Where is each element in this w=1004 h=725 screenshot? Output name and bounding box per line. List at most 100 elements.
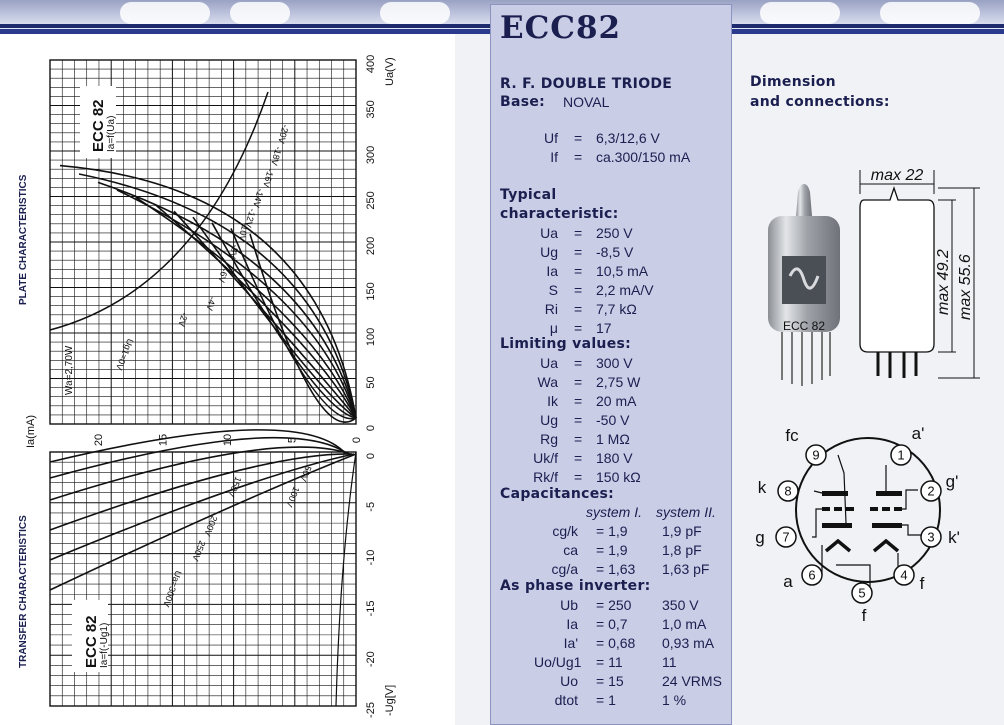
- pin-label: g': [946, 472, 959, 491]
- pin-circle: [801, 564, 823, 586]
- pin-number: 1: [897, 448, 904, 463]
- tube-illustration: ECC 82: [768, 184, 840, 386]
- plate-x-tick: 100: [365, 328, 377, 346]
- spec-value: 6,3/12,6 V: [596, 130, 660, 146]
- pin-number: 4: [900, 568, 907, 583]
- spec-value: 2,75 W: [596, 374, 641, 390]
- pin-label: f: [920, 574, 925, 593]
- pin-number: 6: [808, 568, 815, 583]
- plate-curve-label: -12V: [243, 207, 258, 228]
- pin-number: 3: [927, 530, 934, 545]
- spec-symbol: cg/k: [552, 523, 578, 539]
- pin-circle: [920, 526, 942, 548]
- spec-value: 2,2 mA/V: [596, 282, 654, 298]
- plate-curve-label: -16V: [261, 167, 276, 188]
- plate-curve-label: -14V: [251, 187, 266, 208]
- spec-value-system1: = 1,63: [596, 561, 636, 577]
- spec-symbol: μ: [549, 320, 558, 336]
- pin-circle: [893, 564, 915, 586]
- cloud-decoration: [120, 2, 210, 24]
- spec-value: 150 kΩ: [596, 469, 641, 485]
- pin-circle: [920, 480, 942, 502]
- spec-equals: =: [574, 301, 583, 317]
- spec-symbol: S: [548, 282, 558, 298]
- spec-symbol: Ia': [563, 635, 578, 651]
- spec-equals: =: [574, 263, 583, 279]
- plate-curve: [135, 196, 357, 419]
- spec-symbol: Ug: [540, 244, 558, 260]
- plate-curve: [211, 222, 357, 419]
- transfer-x-tick: -25: [365, 702, 377, 718]
- plate-y-tick: 20: [93, 434, 105, 446]
- transfer-label-box: [72, 600, 108, 672]
- pin-label: a': [912, 425, 925, 443]
- spec-symbol: Wa: [537, 374, 558, 390]
- tube-title: ECC82: [500, 10, 622, 46]
- cloud-decoration: [760, 2, 840, 24]
- spec-symbol: Ia: [566, 616, 578, 632]
- plate-curve-label: -20V: [276, 123, 291, 144]
- transfer-x-tick: -15: [365, 600, 377, 616]
- pin-label: k: [758, 478, 767, 497]
- plate-y-tick: 5: [287, 437, 299, 443]
- spec-value: 7,7 kΩ: [596, 301, 637, 317]
- spec-value-system2: 1,8 pF: [662, 542, 702, 558]
- connections-heading: and connections:: [750, 94, 890, 110]
- spec-equals: =: [574, 431, 583, 447]
- typical-heading: Typical characteristic:: [500, 187, 619, 222]
- spec-value-system1: = 15: [596, 673, 624, 689]
- plate-curve-label: -2V: [176, 311, 189, 327]
- spec-value-system2: 11: [662, 654, 677, 670]
- transfer-side-title: TRANSFER CHARACTERISTICS: [18, 515, 29, 668]
- pin-circle: [805, 444, 827, 466]
- plate-curve-label: -18V: [269, 145, 284, 166]
- plate-curve: [78, 173, 357, 419]
- max-dissipation-curve: [49, 91, 269, 331]
- axis-ticks: 050100150200250300350400051015200-5-10-1…: [93, 55, 377, 718]
- spec-value-system1: = 250: [596, 597, 632, 613]
- transfer-x-tick: -20: [365, 651, 377, 667]
- spec-symbol: ca: [563, 542, 578, 558]
- plate-y-tick: 0: [351, 437, 363, 443]
- transfer-box-subtitle: Ia=f(-Ug1): [99, 623, 110, 668]
- spec-equals: =: [574, 149, 583, 165]
- spec-symbol: Ri: [544, 301, 558, 317]
- plate-x-axis-label: Ua(V): [384, 57, 396, 86]
- spec-value: 20 mA: [596, 393, 637, 409]
- transfer-x-tick: 0: [365, 453, 377, 459]
- transfer-curves: [49, 429, 357, 707]
- plate-curve: [59, 164, 357, 419]
- plate-y-axis-label: Ia(mA): [25, 415, 37, 448]
- spec-value-system2: 1,0 mA: [662, 616, 707, 632]
- plate-curve-label: -4V: [204, 295, 217, 311]
- pin-label: f: [862, 606, 867, 625]
- dimension-drawing: max 22 max 49.2 max 55.6: [859, 167, 980, 379]
- spec-value-system2: 350 V: [662, 597, 699, 613]
- spec-value-system1: = 1: [596, 692, 616, 708]
- limiting-heading: Limiting values:: [500, 336, 632, 352]
- pin-number: 9: [812, 448, 819, 463]
- spec-equals: =: [574, 469, 583, 485]
- spec-equals: =: [574, 282, 583, 298]
- plate-x-tick: 300: [365, 146, 377, 164]
- transfer-curve: [49, 453, 353, 531]
- pin-circle: [775, 526, 797, 548]
- pin-circle: [890, 444, 912, 466]
- plate-curve: [97, 181, 357, 419]
- dim-height1-label: max 49.2: [935, 249, 952, 315]
- pin-number: 2: [927, 484, 934, 499]
- spec-symbol: Ik: [547, 393, 558, 409]
- pin-number: 7: [782, 530, 789, 545]
- spec-symbol: Ia: [546, 263, 558, 279]
- cloud-decoration: [380, 2, 450, 24]
- characteristics-graphs: PLATE CHARACTERISTICS TRANSFER CHARACTER…: [18, 55, 396, 718]
- plate-y-tick: 15: [158, 434, 170, 446]
- spec-value-system1: = 1,9: [596, 542, 628, 558]
- transfer-box-title: ECC 82: [83, 615, 100, 668]
- spec-value-system1: = 11: [596, 654, 623, 670]
- plate-curve-label: -6V: [216, 267, 229, 283]
- capacitance-heading: Capacitances:: [500, 486, 615, 502]
- plate-x-tick: 400: [365, 55, 377, 73]
- spec-value: 17: [596, 320, 612, 336]
